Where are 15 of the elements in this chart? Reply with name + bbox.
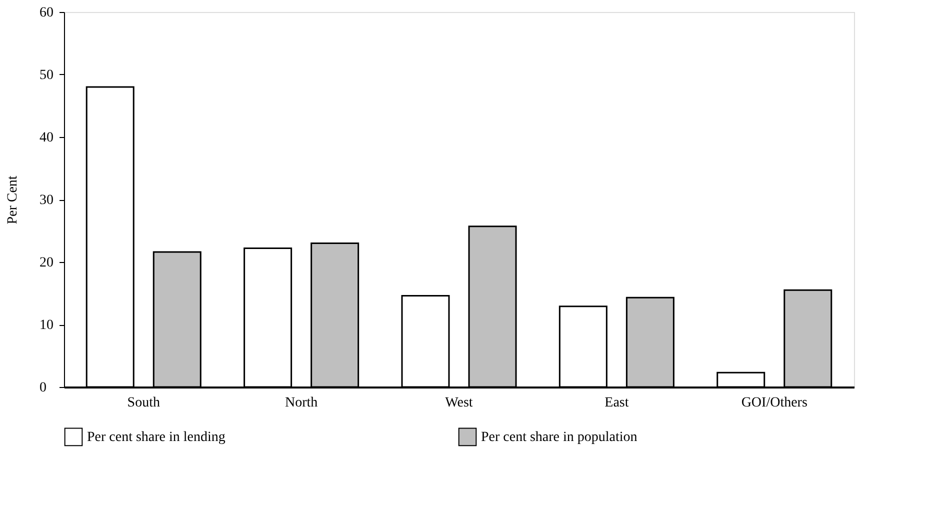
y-tick-label: 20 — [40, 256, 54, 270]
y-tick-label: 10 — [40, 318, 54, 333]
y-tick-label: 0 — [40, 380, 46, 396]
y-tick-label: 30 — [40, 193, 54, 208]
x-tick-label: East — [604, 396, 629, 410]
legend-label: Per cent share in population — [481, 430, 638, 445]
y-tick-label: 60 — [40, 6, 54, 20]
x-tick-label: North — [284, 396, 318, 410]
y-tick-label: 40 — [40, 130, 54, 146]
x-tick-label: GOI/Others — [741, 396, 808, 410]
y-tick-label: 50 — [40, 68, 54, 83]
legend-label: Per cent share in lending — [87, 430, 226, 445]
x-tick-label: South — [127, 396, 160, 410]
y-axis-title: Per Cent — [6, 176, 20, 224]
x-tick-label: West — [445, 396, 473, 410]
